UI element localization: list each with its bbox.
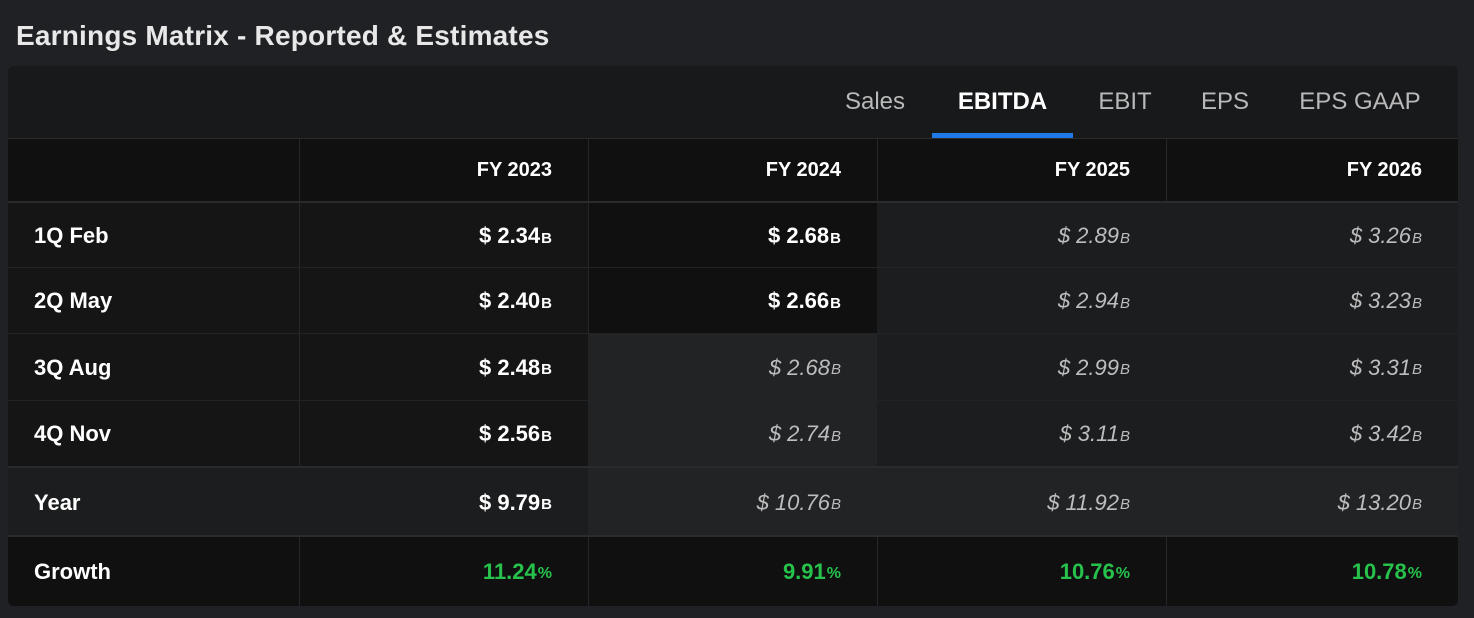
column-header: FY 2025 bbox=[877, 139, 1166, 201]
table-row: 1Q Feb $ 2.34 B $ 2.68 B $ 2.89 B $ 3.26 B bbox=[8, 201, 1458, 269]
reported-value: $ 2.66 B bbox=[588, 268, 877, 334]
table-row-year: Year $ 9.79 B $ 10.76 B $ 11.92 B $ 13.20 B bbox=[8, 466, 1458, 537]
growth-value: 9.91% bbox=[588, 537, 877, 606]
estimate-value: $ 11.92 B bbox=[877, 468, 1166, 537]
tab-label: Sales bbox=[844, 88, 906, 115]
metric-tabs: Sales EBITDA EBIT EPS EPS GAAP bbox=[8, 66, 1458, 139]
table-row: 3Q Aug $ 2.48 B $ 2.68 B $ 2.99 B $ 3.31 B bbox=[8, 333, 1458, 401]
reported-value: $ 2.56 B bbox=[299, 401, 588, 467]
estimate-value: $ 3.26 B bbox=[1166, 203, 1458, 269]
growth-value: 11.24% bbox=[299, 537, 588, 606]
tab-label: EPS GAAP bbox=[1299, 88, 1421, 115]
table-row-growth: Growth 11.24% 9.91% 10.76% 10.78% bbox=[8, 535, 1458, 606]
growth-value: 10.78% bbox=[1166, 537, 1458, 606]
tab-sales[interactable]: Sales bbox=[830, 88, 920, 138]
column-header: FY 2026 bbox=[1166, 139, 1458, 201]
row-label: 4Q Nov bbox=[8, 401, 299, 467]
estimate-value: $ 2.94 B bbox=[877, 268, 1166, 334]
row-label: Year bbox=[8, 468, 299, 537]
estimate-value: $ 3.11 B bbox=[877, 401, 1166, 467]
reported-value: $ 2.68 B bbox=[588, 203, 877, 269]
table-row: 4Q Nov $ 2.56 B $ 2.74 B $ 3.11 B $ 3.42 B bbox=[8, 400, 1458, 467]
tab-eps[interactable]: EPS bbox=[1194, 88, 1256, 138]
reported-value: $ 2.48 B bbox=[299, 334, 588, 401]
estimate-value: $ 13.20 B bbox=[1166, 468, 1458, 537]
tab-label: EBIT bbox=[1098, 88, 1152, 115]
active-tab-indicator bbox=[932, 133, 1073, 138]
estimate-value: $ 3.42 B bbox=[1166, 401, 1458, 467]
estimate-value: $ 10.76 B bbox=[588, 468, 877, 537]
table-row: 2Q May $ 2.40 B $ 2.66 B $ 2.94 B $ 3.23 B bbox=[8, 267, 1458, 334]
estimate-value: $ 2.68 B bbox=[588, 334, 877, 401]
growth-value: 10.76% bbox=[877, 537, 1166, 606]
estimate-value: $ 2.89 B bbox=[877, 203, 1166, 269]
reported-value: $ 2.34 B bbox=[299, 203, 588, 269]
tab-eps-gaap[interactable]: EPS GAAP bbox=[1290, 88, 1430, 138]
column-header: FY 2023 bbox=[299, 139, 588, 201]
tab-ebitda[interactable]: EBITDA bbox=[932, 88, 1073, 138]
tab-label: EBITDA bbox=[957, 88, 1048, 115]
estimate-value: $ 2.74 B bbox=[588, 401, 877, 467]
row-label: Growth bbox=[8, 537, 299, 606]
row-label: 3Q Aug bbox=[8, 334, 299, 401]
tab-ebit[interactable]: EBIT bbox=[1088, 88, 1162, 138]
header-empty-cell bbox=[8, 139, 299, 201]
reported-value: $ 9.79 B bbox=[299, 468, 588, 537]
reported-value: $ 2.40 B bbox=[299, 268, 588, 334]
row-label: 1Q Feb bbox=[8, 203, 299, 269]
estimate-value: $ 2.99 B bbox=[877, 334, 1166, 401]
earnings-matrix-card: Sales EBITDA EBIT EPS EPS GAAP FY 2023 F… bbox=[8, 66, 1458, 606]
table-header-row: FY 2023 FY 2024 FY 2025 FY 2026 bbox=[8, 139, 1458, 201]
estimate-value: $ 3.23 B bbox=[1166, 268, 1458, 334]
row-label: 2Q May bbox=[8, 268, 299, 334]
column-header: FY 2024 bbox=[588, 139, 877, 201]
estimate-value: $ 3.31 B bbox=[1166, 334, 1458, 401]
tab-label: EPS bbox=[1200, 88, 1250, 115]
page-title: Earnings Matrix - Reported & Estimates bbox=[16, 20, 550, 51]
